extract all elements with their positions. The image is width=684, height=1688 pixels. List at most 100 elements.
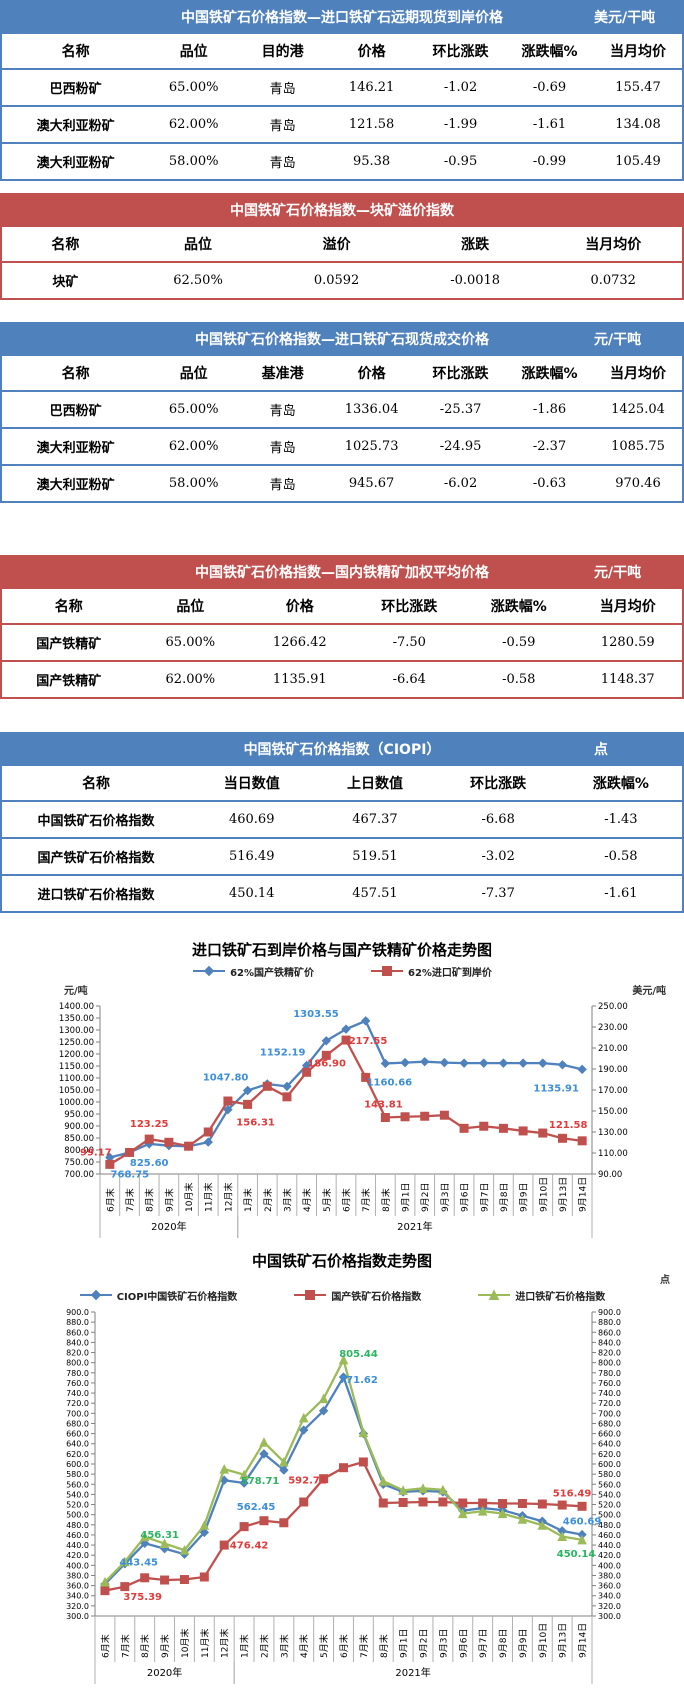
svg-text:10月末: 10月末 [183, 1183, 195, 1212]
legend-label: 进口铁矿石价格指数 [515, 1291, 606, 1303]
svg-text:9月7日: 9月7日 [479, 1183, 490, 1212]
svg-text:1303.55: 1303.55 [293, 1009, 339, 1020]
svg-text:1047.80: 1047.80 [203, 1073, 249, 1084]
column-header: 当月均价 [544, 227, 683, 262]
legend-item: 62%进口矿到岸价 [370, 964, 492, 979]
svg-text:900.0: 900.0 [598, 1308, 621, 1317]
svg-text:143.81: 143.81 [364, 1099, 403, 1110]
value-cell: 青岛 [269, 404, 296, 419]
svg-text:9月3日: 9月3日 [440, 1183, 451, 1212]
column-header: 名称 [1, 589, 136, 624]
value-cell: 970.46 [615, 476, 661, 491]
svg-text:7月末: 7月末 [119, 1634, 131, 1658]
column-header: 价格 [327, 356, 417, 391]
svg-text:9月2日: 9月2日 [419, 1629, 430, 1658]
chart-legend: 62%国产铁精矿价 62%进口矿到岸价 [0, 962, 684, 980]
value-cell: 65.00% [168, 80, 219, 95]
svg-text:840.0: 840.0 [598, 1338, 621, 1347]
svg-text:7月末: 7月末 [360, 1188, 372, 1212]
value-cell: 62.50% [173, 273, 223, 288]
svg-text:460.0: 460.0 [66, 1531, 89, 1540]
svg-text:620.0: 620.0 [66, 1450, 89, 1459]
column-header: 目的港 [238, 34, 328, 69]
svg-text:9月6日: 9月6日 [460, 1183, 471, 1212]
table-title-bar: 中国铁矿石价格指数—进口铁矿石远期现货到岸价格 美元/干吨 [0, 0, 684, 34]
column-header: 上日数值 [313, 766, 437, 801]
svg-text:7月末: 7月末 [358, 1634, 370, 1658]
value-cell: -0.58 [502, 672, 536, 687]
table-row: 中国铁矿石价格指数 460.69 467.37 -6.68 -1.43 [1, 801, 683, 838]
svg-text:300.0: 300.0 [66, 1612, 89, 1621]
svg-text:1135.91: 1135.91 [533, 1083, 579, 1094]
svg-text:516.49: 516.49 [553, 1488, 592, 1499]
line-chart-canvas: 700.00 750.00 800.00 850.00 900.00 950.00 1000… [59, 1002, 628, 1238]
svg-text:400.0: 400.0 [598, 1561, 621, 1570]
value-cell: -6.02 [443, 476, 478, 491]
price-table: 名称 当日数值 上日数值 环比涨跌 涨跌幅% 中国铁矿石价格指数 460.69 467.37 -… [0, 766, 684, 913]
value-cell: -0.58 [604, 849, 638, 864]
column-header: 溢价 [267, 227, 406, 262]
column-header: 涨跌幅% [505, 34, 594, 69]
axis-unit: 点 [660, 1275, 670, 1286]
value-cell: -24.95 [439, 439, 482, 454]
svg-text:450.14: 450.14 [557, 1549, 596, 1560]
svg-text:720.0: 720.0 [66, 1399, 89, 1408]
svg-text:2021年: 2021年 [397, 1220, 432, 1233]
value-cell: 155.47 [615, 80, 661, 95]
svg-text:11月末: 11月末 [203, 1183, 215, 1212]
svg-text:5月末: 5月末 [321, 1188, 333, 1212]
svg-text:9月末: 9月末 [159, 1634, 171, 1658]
table-row: 进口铁矿石价格指数 450.14 457.51 -7.37 -1.61 [1, 875, 683, 912]
table-row: 巴西粉矿 65.00% 青岛 1336.04 -25.37 -1.86 1425.04 [1, 391, 683, 428]
svg-text:375.39: 375.39 [123, 1592, 162, 1603]
table-import-spot: 中国铁矿石价格指数—进口铁矿石现货成交价格 元/干吨 名称 品位 基准港 价格 环比涨跌… [0, 322, 684, 503]
svg-text:820.0: 820.0 [66, 1349, 89, 1358]
svg-text:840.0: 840.0 [66, 1338, 89, 1347]
svg-text:380.0: 380.0 [66, 1571, 89, 1580]
svg-text:800.00: 800.00 [64, 1146, 94, 1156]
table-title: 中国铁矿石价格指数—国内铁精矿加权平均价格 [195, 565, 489, 581]
value-cell: -0.95 [443, 154, 478, 169]
svg-text:2021年: 2021年 [395, 1666, 430, 1679]
svg-text:9月3日: 9月3日 [438, 1629, 449, 1658]
value-cell: -0.59 [502, 635, 536, 650]
svg-text:6月末: 6月末 [341, 1188, 353, 1212]
diamond-marker-icon [193, 965, 226, 977]
value-cell: 青岛 [269, 119, 296, 134]
value-cell: 519.51 [352, 849, 398, 864]
legend-item: 进口铁矿石价格指数 [477, 1288, 605, 1303]
svg-text:9月8日: 9月8日 [499, 1183, 510, 1212]
svg-text:768.75: 768.75 [111, 1170, 150, 1181]
svg-text:8月末: 8月末 [378, 1634, 390, 1658]
svg-text:1152.19: 1152.19 [260, 1047, 306, 1058]
svg-text:540.0: 540.0 [598, 1490, 621, 1499]
value-cell: -0.0018 [450, 273, 501, 288]
svg-text:9月14日: 9月14日 [578, 1177, 589, 1212]
svg-text:900.0: 900.0 [66, 1308, 89, 1317]
svg-text:8月末: 8月末 [139, 1634, 151, 1658]
column-header: 名称 [1, 356, 150, 391]
svg-text:10月末: 10月末 [179, 1629, 191, 1658]
svg-text:8月末: 8月末 [144, 1188, 156, 1212]
svg-text:217.55: 217.55 [349, 1036, 388, 1047]
legend-label: 62%进口矿到岸价 [408, 967, 492, 979]
svg-text:880.0: 880.0 [598, 1318, 621, 1327]
row-name-cell: 澳大利亚粉矿 [36, 441, 115, 456]
svg-text:186.90: 186.90 [307, 1058, 346, 1069]
price-table: 名称 品位 价格 环比涨跌 涨跌幅% 当月均价 国产铁精矿 65.00% 1266.42 -7.5… [0, 589, 684, 699]
column-header: 品位 [149, 34, 239, 69]
svg-text:800.0: 800.0 [66, 1359, 89, 1368]
table-title: 中国铁矿石价格指数（CIOPI） [243, 742, 441, 758]
svg-text:805.44: 805.44 [339, 1349, 378, 1360]
svg-text:900.00: 900.00 [64, 1122, 94, 1132]
row-name-cell: 澳大利亚粉矿 [36, 119, 115, 134]
column-header: 环比涨跌 [416, 356, 506, 391]
svg-text:6月末: 6月末 [99, 1634, 111, 1658]
svg-text:320.0: 320.0 [598, 1602, 621, 1611]
chart-legend: CIOPI中国铁矿石价格指数 国产铁矿石价格指数 进口铁矿石价格指数 [0, 1286, 684, 1304]
svg-text:150.00: 150.00 [598, 1107, 628, 1117]
value-cell: -3.02 [481, 849, 515, 864]
svg-text:380.0: 380.0 [598, 1571, 621, 1580]
svg-text:4月末: 4月末 [301, 1188, 313, 1212]
